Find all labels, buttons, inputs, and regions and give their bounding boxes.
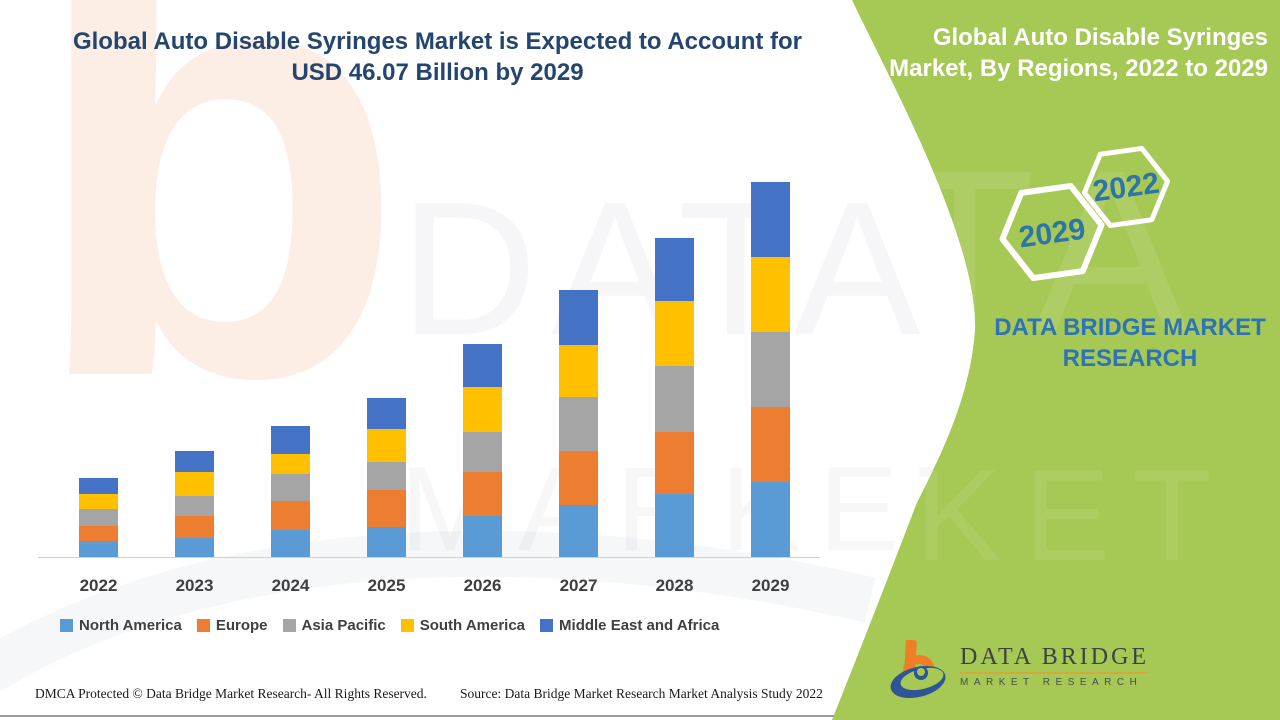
- bar-segment: [79, 509, 118, 527]
- bar-segment: [463, 471, 502, 517]
- bar-segment: [367, 429, 406, 462]
- watermark-swoosh: [0, 0, 900, 720]
- brand-text-line1: DATA BRIDGE MARKET: [994, 314, 1266, 341]
- logo-text: DATA BRIDGE MARKET RESEARCH: [960, 644, 1149, 702]
- footer-copyright: DMCA Protected © Data Bridge Market Rese…: [35, 686, 427, 701]
- brand-text: DATA BRIDGE MARKET RESEARCH: [985, 312, 1275, 374]
- bar-segment: [655, 431, 694, 495]
- bar-segment: [79, 478, 118, 494]
- x-axis-label: 2024: [271, 576, 310, 595]
- bar-2024: [271, 426, 310, 557]
- bar-segment: [655, 494, 694, 557]
- x-axis-label: 2025: [367, 576, 406, 595]
- bar-segment: [559, 344, 598, 397]
- x-axis-label: 2028: [655, 576, 694, 595]
- page-title-line1: Global Auto Disable Syringes Market is E…: [72, 28, 803, 55]
- panel-title: Global Auto Disable Syringes Market, By …: [868, 22, 1268, 84]
- legend-item: South America: [400, 617, 526, 634]
- bar-segment: [367, 489, 406, 527]
- bar-segment: [655, 365, 694, 432]
- year-hexagons: 2022 2029: [999, 145, 1171, 282]
- bar-segment: [463, 516, 502, 557]
- x-axis-label: 2023: [175, 576, 214, 595]
- legend-swatch-icon: [282, 619, 296, 632]
- bar-segment: [271, 453, 310, 475]
- bar-segment: [751, 182, 790, 258]
- legend-label: Europe: [215, 617, 268, 634]
- bar-segment: [175, 471, 214, 496]
- chart-legend: North America Europe Asia Pacific South Ame…: [60, 617, 719, 634]
- panel-title-line2: Market, By Regions, 2022 to 2029: [889, 55, 1268, 82]
- legend-label: Middle East and Africa: [559, 617, 720, 634]
- bar-segment: [751, 331, 790, 407]
- brand-text-line2: RESEARCH: [1062, 345, 1198, 372]
- hexagon-2029-year: 2029: [1017, 213, 1088, 255]
- legend-swatch-icon: [196, 619, 210, 632]
- bar-segment: [751, 257, 790, 332]
- logo-name: DATA BRIDGE: [960, 644, 1150, 670]
- bar-segment: [559, 505, 598, 557]
- bar-segment: [559, 396, 598, 451]
- bar-segment: [559, 450, 598, 505]
- company-logo: DATA BRIDGE MARKET RESEARCH: [888, 638, 1149, 702]
- legend-item: Europe: [196, 617, 268, 634]
- bar-segment: [271, 530, 310, 557]
- bar-segment: [271, 426, 310, 454]
- x-axis-line: [38, 557, 820, 558]
- logo-subtitle: MARKET RESEARCH: [960, 677, 1143, 688]
- bar-2027: [559, 290, 598, 557]
- x-axis-label: 2022: [79, 576, 118, 595]
- legend-swatch-icon: [540, 619, 554, 632]
- bar-segment: [751, 482, 790, 557]
- legend-label: Asia Pacific: [301, 617, 386, 634]
- bar-segment: [463, 344, 502, 388]
- legend-label: South America: [419, 617, 526, 634]
- bar-segment: [559, 290, 598, 345]
- footer-source: Source: Data Bridge Market Research Mark…: [460, 686, 823, 701]
- logo-b-icon: [890, 639, 946, 699]
- bar-segment: [367, 526, 406, 557]
- legend-swatch-icon: [60, 619, 73, 632]
- bar-segment: [463, 387, 502, 432]
- x-axis-label: 2029: [751, 576, 790, 595]
- legend-item: Asia Pacific: [282, 617, 386, 634]
- page-title-line2: USD 46.07 Billion by 2029: [291, 59, 584, 86]
- bar-2022: [79, 478, 118, 557]
- x-axis-label: 2027: [559, 576, 598, 595]
- bar-segment: [175, 451, 214, 472]
- bar-2023: [175, 451, 214, 557]
- legend-swatch-icon: [400, 619, 414, 632]
- bottom-divider: [0, 715, 1020, 717]
- bar-segment: [79, 540, 118, 557]
- bar-segment: [655, 237, 694, 301]
- x-axis-label: 2026: [463, 576, 502, 595]
- bar-segment: [271, 474, 310, 501]
- page-title: Global Auto Disable Syringes Market is E…: [55, 26, 820, 88]
- bar-segment: [367, 461, 406, 490]
- bar-segment: [367, 397, 406, 430]
- bar-segment: [79, 493, 118, 510]
- watermark-b-logo: b: [28, 0, 407, 506]
- bar-segment: [655, 300, 694, 366]
- panel-title-line1: Global Auto Disable Syringes: [932, 24, 1268, 51]
- hexagon-2022-year: 2022: [1091, 167, 1162, 209]
- legend-label: North America: [79, 617, 182, 634]
- bar-segment: [175, 515, 214, 538]
- bar-segment: [463, 431, 502, 472]
- logo-underline: [960, 672, 1148, 674]
- legend-item: North America: [60, 617, 182, 634]
- bar-2029: [751, 182, 790, 557]
- bar-segment: [175, 496, 214, 516]
- bar-segment: [79, 526, 118, 541]
- bar-segment: [751, 406, 790, 483]
- bar-segment: [175, 537, 214, 557]
- bar-segment: [271, 500, 310, 531]
- bar-2026: [463, 344, 502, 557]
- bar-2025: [367, 397, 406, 557]
- bar-2028: [655, 237, 694, 557]
- legend-item: Middle East and Africa: [540, 617, 719, 634]
